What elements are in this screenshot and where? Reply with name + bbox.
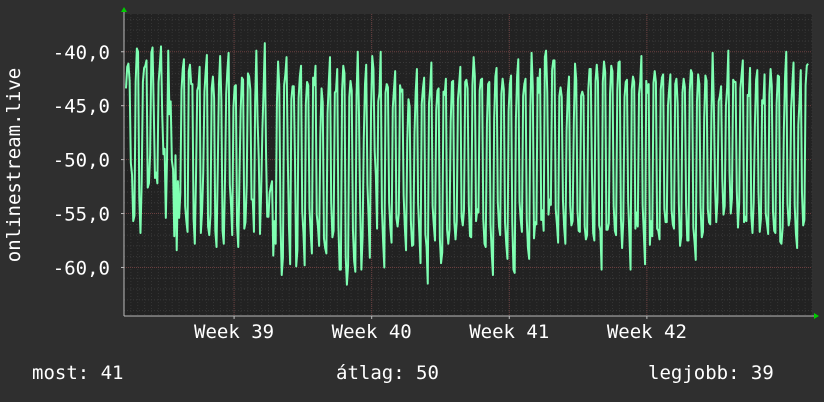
y-axis-arrow	[121, 7, 127, 12]
y-tick-label: -60,0	[53, 257, 110, 279]
stat-average-value: 50	[416, 362, 439, 384]
stat-current: most: 41	[32, 362, 123, 384]
y-tick-label: -55,0	[53, 204, 110, 226]
stat-best: legjobb: 39	[648, 362, 774, 384]
series-group	[125, 42, 809, 286]
y-axis-ticks: -40,0 -45,0 -50,0 -55,0 -60,0	[53, 42, 124, 279]
series-line	[125, 42, 809, 286]
x-axis-ticks: Week 39 Week 40 Week 41 Week 42	[194, 316, 687, 343]
stat-current-label: most:	[32, 362, 90, 384]
x-tick-label: Week 41	[469, 321, 549, 343]
y-axis-label: onlinestream.live	[3, 68, 25, 262]
x-tick-label: Week 39	[194, 321, 274, 343]
stat-current-value: 41	[100, 362, 124, 384]
y-tick-label: -50,0	[53, 150, 110, 172]
x-tick-label: Week 40	[332, 321, 412, 343]
axes	[121, 7, 819, 319]
y-tick-label: -40,0	[53, 42, 110, 64]
x-axis-arrow	[814, 313, 819, 319]
y-tick-label: -45,0	[53, 96, 110, 118]
stat-average: átlag: 50	[336, 362, 439, 384]
stat-best-label: legjobb:	[648, 362, 740, 384]
x-tick-label: Week 42	[607, 321, 687, 343]
stat-average-label: átlag:	[336, 362, 405, 384]
stat-best-value: 39	[750, 362, 774, 384]
